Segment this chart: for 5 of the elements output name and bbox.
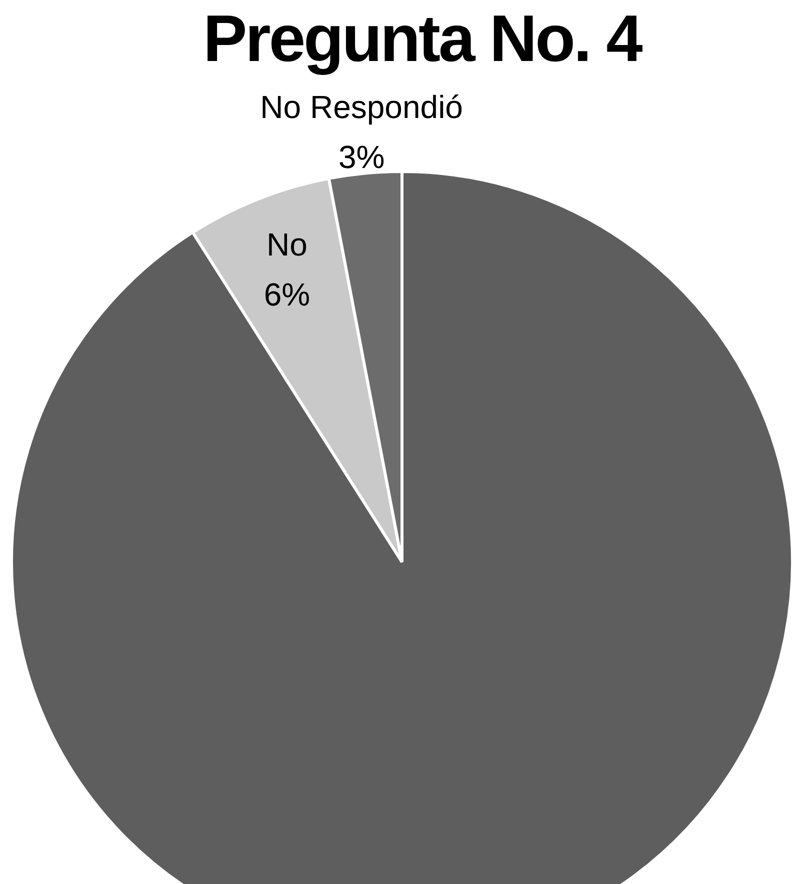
slice-label: No Respondió <box>260 89 463 126</box>
data-label: 6% <box>264 276 310 312</box>
slice-label: No <box>266 226 308 262</box>
chart-title: Pregunta No. 4 <box>202 0 643 76</box>
data-label: 3% <box>338 139 385 176</box>
